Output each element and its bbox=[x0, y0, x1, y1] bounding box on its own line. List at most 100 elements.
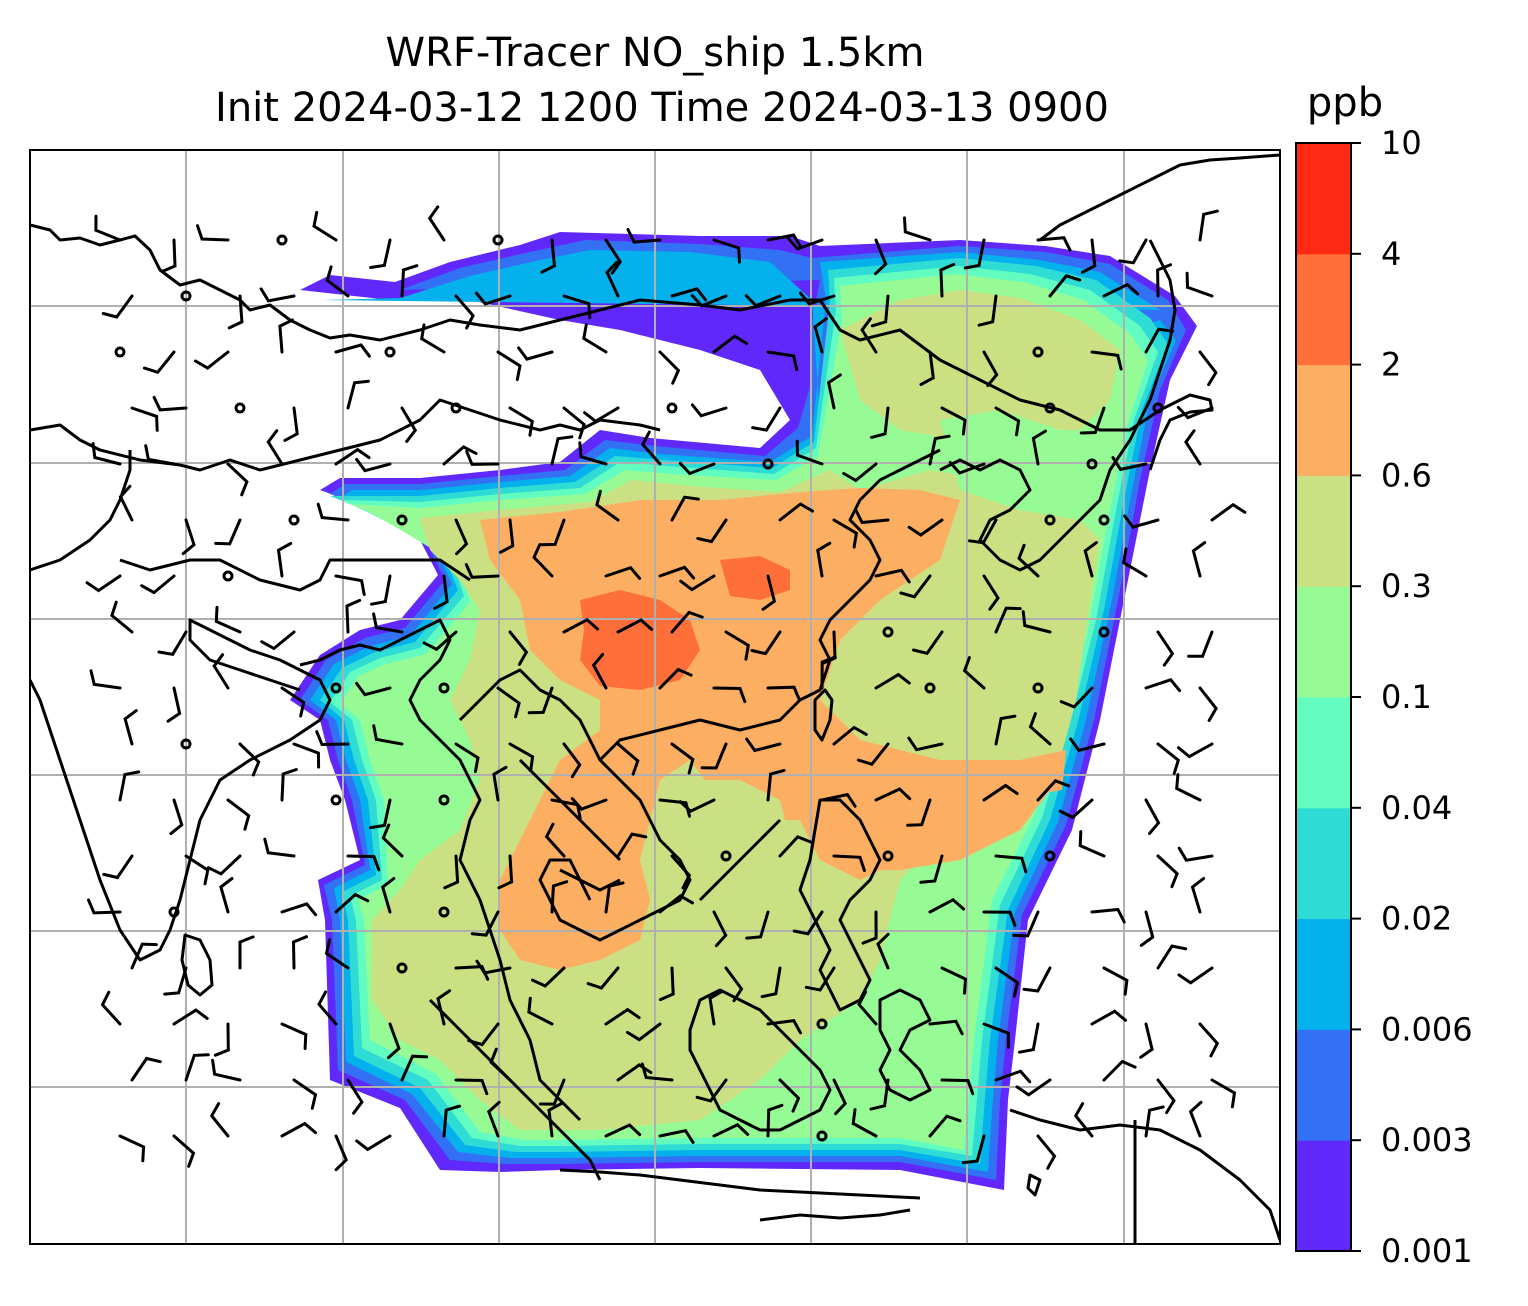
wind-calm-marker bbox=[288, 514, 300, 526]
wind-barb bbox=[792, 910, 824, 936]
wind-barb bbox=[832, 518, 859, 549]
wind-barb bbox=[1090, 350, 1123, 371]
wind-barb bbox=[1177, 742, 1214, 759]
wind-calm-marker bbox=[168, 906, 180, 918]
wind-barb bbox=[712, 686, 747, 704]
wind-barb bbox=[761, 574, 777, 611]
wind-barb bbox=[1118, 238, 1148, 265]
wind-barb bbox=[213, 1022, 230, 1057]
wind-barb bbox=[962, 656, 986, 690]
wind-barb bbox=[994, 606, 1022, 634]
colorbar-band bbox=[1296, 807, 1351, 920]
wind-barb bbox=[226, 462, 249, 497]
wind-barb bbox=[690, 403, 728, 418]
wind-barb bbox=[544, 822, 566, 858]
wind-barb bbox=[766, 350, 799, 372]
wind-barb bbox=[604, 1123, 642, 1138]
wind-barb bbox=[355, 1134, 392, 1152]
coastline-philippines bbox=[798, 798, 882, 1012]
wind-barb bbox=[1111, 456, 1148, 472]
wind-barb bbox=[276, 542, 293, 578]
wind-barb bbox=[928, 1114, 962, 1138]
wind-barb bbox=[312, 210, 338, 242]
wind-barb bbox=[492, 765, 508, 802]
wind-barb bbox=[263, 837, 296, 858]
wind-barb bbox=[94, 214, 122, 242]
wind-barb bbox=[1036, 1134, 1057, 1170]
wind-barb bbox=[1156, 263, 1172, 298]
wind-barb bbox=[1184, 429, 1202, 466]
colorbar-tick-label: 0.1 bbox=[1381, 678, 1432, 716]
wind-calm-marker bbox=[276, 234, 288, 246]
wind-barb bbox=[172, 1008, 209, 1026]
wind-barb bbox=[1102, 966, 1129, 996]
wind-barb bbox=[679, 574, 716, 592]
wind-barb bbox=[370, 574, 392, 606]
wind-barb bbox=[982, 350, 999, 387]
colorbar-tick-label: 0.3 bbox=[1381, 567, 1432, 605]
wind-barb bbox=[766, 1018, 802, 1035]
wind-barbs bbox=[85, 205, 1247, 1172]
wind-barb bbox=[278, 318, 294, 354]
wind-barb bbox=[712, 910, 728, 948]
wind-barb bbox=[1175, 773, 1202, 802]
wind-barb bbox=[487, 1100, 501, 1138]
map-panel bbox=[29, 149, 1281, 1245]
wind-barb bbox=[280, 1022, 308, 1050]
wind-barb bbox=[538, 1078, 566, 1106]
wind-barb bbox=[1191, 541, 1207, 578]
coastline-sulawesi bbox=[878, 988, 932, 1102]
wind-barb bbox=[1058, 798, 1094, 820]
wind-barb bbox=[280, 686, 306, 718]
wind-barb bbox=[1188, 1100, 1203, 1138]
wind-barb bbox=[766, 1103, 784, 1138]
wind-barb bbox=[442, 445, 478, 466]
wind-barb bbox=[334, 1134, 348, 1172]
wind-calm-marker bbox=[1032, 682, 1044, 694]
wind-barb bbox=[334, 343, 371, 358]
wind-calm-marker bbox=[1098, 626, 1110, 638]
wind-barb bbox=[778, 502, 814, 522]
wind-barb bbox=[345, 598, 362, 634]
wind-barb bbox=[562, 294, 592, 320]
coastline-lesser-sunda bbox=[759, 1173, 1042, 1222]
wind-barb bbox=[678, 798, 716, 813]
wind-barb bbox=[470, 910, 500, 937]
wind-barb bbox=[695, 1078, 728, 1103]
wind-barb bbox=[527, 996, 554, 1026]
wind-barb bbox=[625, 1022, 662, 1042]
wind-barb bbox=[1012, 910, 1040, 938]
wind-barb bbox=[658, 894, 694, 914]
wind-barb bbox=[842, 462, 878, 483]
wind-barb bbox=[899, 574, 932, 599]
wind-calm-marker bbox=[450, 402, 462, 414]
wind-barb bbox=[982, 783, 1019, 802]
coastline-china-south bbox=[598, 448, 941, 762]
wind-barb bbox=[1156, 944, 1188, 970]
wind-barb bbox=[209, 1102, 230, 1138]
wind-barb bbox=[280, 902, 318, 917]
wind-barb bbox=[907, 518, 944, 537]
wind-barb bbox=[919, 350, 935, 386]
wind-barb bbox=[465, 449, 500, 466]
wind-barb bbox=[436, 989, 452, 1026]
wind-barb bbox=[532, 543, 554, 578]
wind-barb bbox=[443, 854, 460, 890]
wind-barb bbox=[196, 224, 230, 242]
wind-barb bbox=[874, 672, 911, 690]
wind-barb bbox=[1079, 406, 1106, 435]
wind-barb bbox=[919, 854, 944, 884]
wind-barb bbox=[102, 854, 134, 880]
wind-barb bbox=[1198, 686, 1218, 722]
wind-barb bbox=[214, 518, 242, 546]
colorbar-band bbox=[1296, 253, 1351, 366]
colorbar-tick-label: 4 bbox=[1381, 235, 1401, 273]
wind-calm-marker bbox=[720, 850, 732, 862]
wind-barb bbox=[658, 1129, 695, 1144]
wind-barb bbox=[1018, 1022, 1040, 1054]
wind-barb bbox=[832, 725, 868, 746]
wind-barb bbox=[194, 350, 230, 370]
wind-barb bbox=[91, 442, 122, 466]
wind-barb bbox=[604, 238, 623, 275]
colorbar-ticks: 0.001 0.003 0.006 0.02 0.04 0.1 0.3 0.6 2 4 10 bbox=[1351, 124, 1473, 1270]
